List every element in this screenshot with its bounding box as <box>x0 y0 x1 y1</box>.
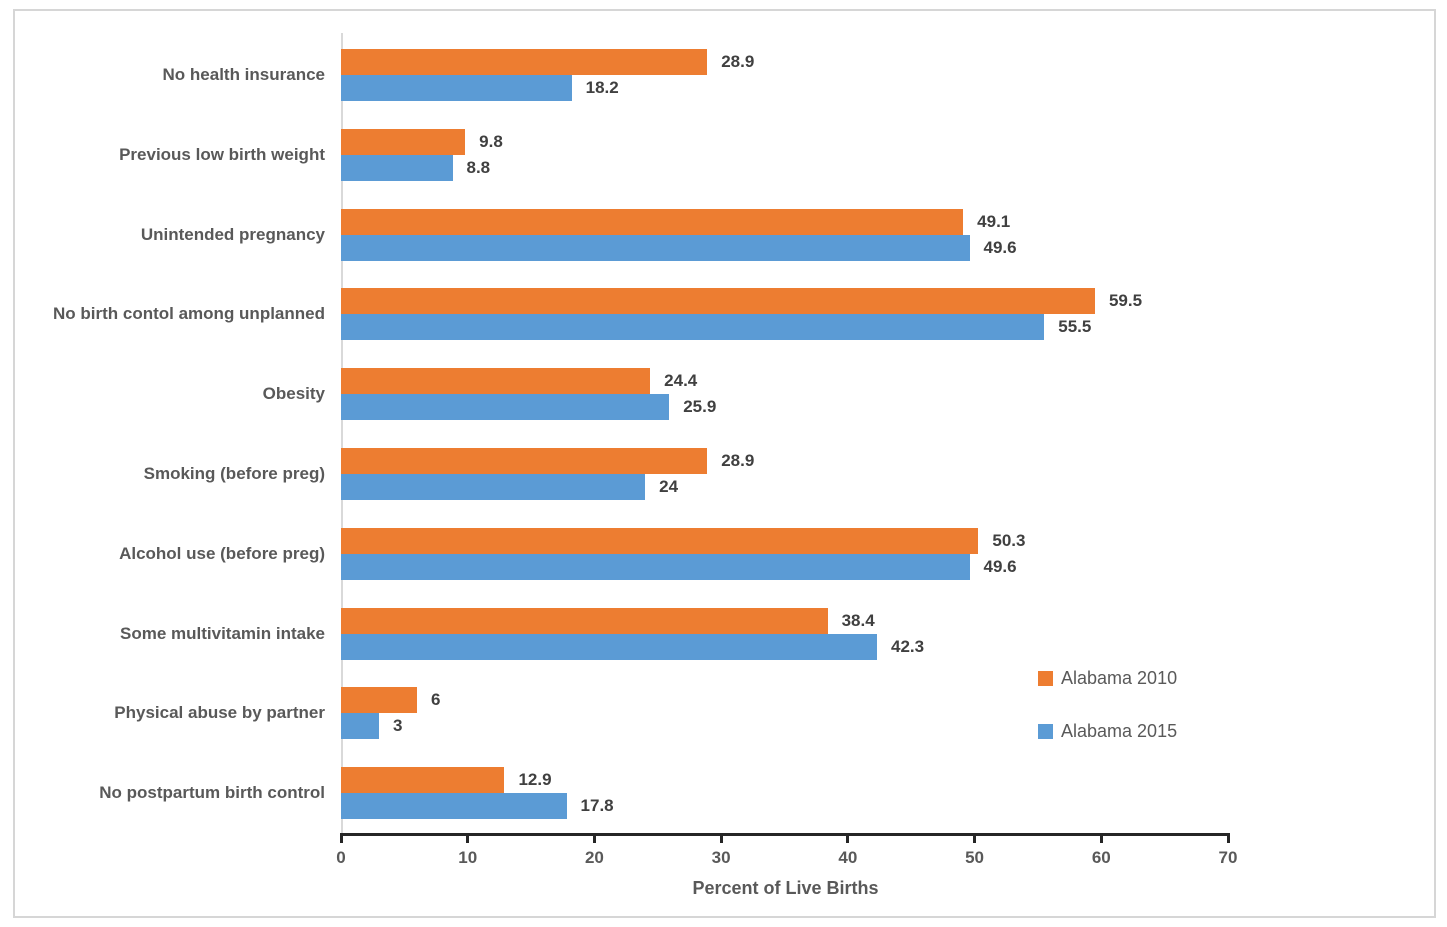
value-label: 38.4 <box>841 610 875 630</box>
x-axis-tick <box>719 833 723 843</box>
value-label: 49.6 <box>983 237 1017 257</box>
value-label: 25.9 <box>683 397 717 417</box>
bar-alabama-2015 <box>341 473 646 500</box>
value-label: 49.1 <box>977 211 1011 231</box>
bar-alabama-2010 <box>341 687 418 714</box>
category-label: Obesity <box>262 384 325 404</box>
value-label: 9.8 <box>479 131 503 151</box>
bar-alabama-2015 <box>341 394 670 421</box>
value-label: 24.4 <box>664 371 698 391</box>
x-axis-line <box>340 833 1230 836</box>
value-label: 50.3 <box>992 530 1026 550</box>
category-label: Previous low birth weight <box>119 144 325 164</box>
x-axis-tick-label: 20 <box>584 848 604 867</box>
value-label: 17.8 <box>580 796 614 816</box>
legend-item: Alabama 2015 <box>1038 721 1177 742</box>
bar-alabama-2010 <box>341 208 964 235</box>
x-axis-tick <box>846 833 850 843</box>
x-axis-tick-label: 30 <box>711 848 731 867</box>
value-label: 59.5 <box>1108 291 1143 311</box>
category-label: Physical abuse by partner <box>114 703 325 723</box>
bar-alabama-2015 <box>341 234 970 261</box>
value-label: 18.2 <box>585 77 619 97</box>
value-label: 24 <box>659 476 679 496</box>
value-label: 12.9 <box>518 770 552 790</box>
bar-alabama-2010 <box>341 128 466 155</box>
bar-alabama-2015 <box>341 314 1045 341</box>
legend-item: Alabama 2010 <box>1038 668 1177 689</box>
bar-alabama-2015 <box>341 74 572 101</box>
legend: Alabama 2010 Alabama 2015 <box>1038 668 1177 742</box>
bar-alabama-2010 <box>341 447 708 474</box>
x-axis-tick-label: 40 <box>838 848 858 867</box>
value-label: 28.9 <box>721 450 755 470</box>
bar-alabama-2015 <box>341 793 567 820</box>
x-axis-tick-label: 60 <box>1091 848 1111 867</box>
x-axis-tick <box>1226 833 1230 843</box>
bar-alabama-2015 <box>341 154 453 181</box>
x-axis-title: Percent of Live Births <box>692 878 879 898</box>
x-axis-tick-label: 50 <box>965 848 985 867</box>
value-label: 6 <box>431 690 441 710</box>
category-label: Alcohol use (before preg) <box>119 543 325 563</box>
category-label: Smoking (before preg) <box>143 464 325 484</box>
category-label: No health insurance <box>162 65 325 85</box>
x-axis-tick <box>339 833 343 843</box>
bar-alabama-2010 <box>341 288 1095 315</box>
x-axis-tick-label: 10 <box>458 848 478 867</box>
legend-label: Alabama 2010 <box>1061 668 1178 688</box>
category-label: Some multivitamin intake <box>120 623 325 643</box>
legend-label: Alabama 2015 <box>1061 721 1178 741</box>
x-axis-tick <box>1099 833 1103 843</box>
value-label: 28.9 <box>721 51 755 71</box>
x-axis-tick <box>592 833 596 843</box>
bar-alabama-2010 <box>341 368 651 395</box>
category-label: No birth contol among unplanned <box>53 304 325 324</box>
value-label: 55.5 <box>1058 317 1092 337</box>
bar-alabama-2015 <box>341 553 970 580</box>
x-axis-tick-label: 70 <box>1218 848 1238 867</box>
category-label: Unintended pregnancy <box>140 224 325 244</box>
category-label: No postpartum birth control <box>99 783 325 803</box>
value-label: 3 <box>393 716 403 736</box>
bar-alabama-2010 <box>341 48 708 75</box>
value-label: 42.3 <box>891 636 925 656</box>
legend-swatch-icon <box>1038 671 1053 686</box>
bar-alabama-2015 <box>341 633 877 660</box>
bar-alabama-2010 <box>341 527 979 554</box>
value-label: 49.6 <box>983 556 1017 576</box>
value-label: 8.8 <box>466 157 491 177</box>
x-axis-tick <box>466 833 470 843</box>
legend-swatch-icon <box>1038 724 1053 739</box>
bar-alabama-2010 <box>341 767 505 794</box>
x-axis-tick <box>973 833 977 843</box>
bar-alabama-2010 <box>341 607 828 634</box>
x-axis-tick-label: 0 <box>336 848 346 867</box>
y-axis-line <box>341 33 343 833</box>
bar-alabama-2015 <box>341 713 379 740</box>
